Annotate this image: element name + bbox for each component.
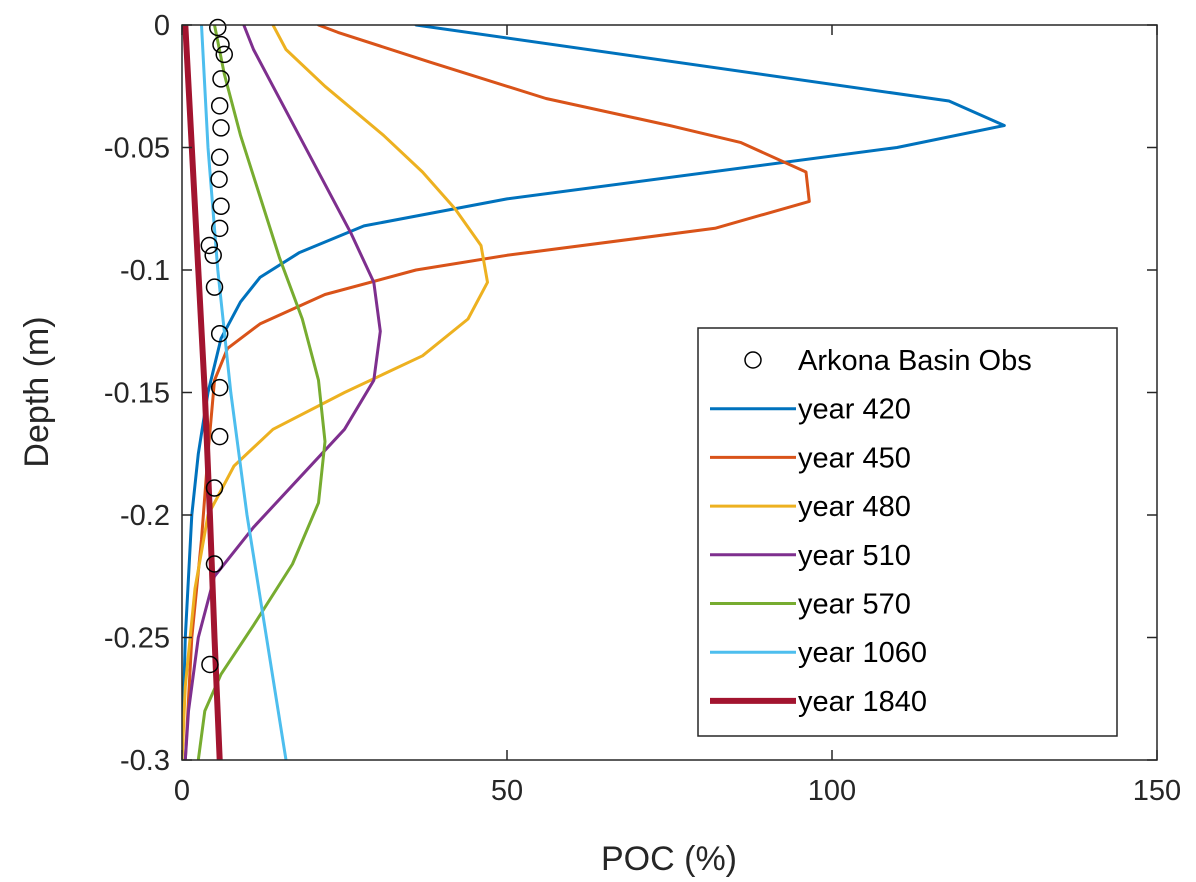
obs-point-14 — [210, 378, 229, 397]
y-tick-label-2: -0.1 — [120, 255, 170, 287]
obs-point-18 — [201, 655, 219, 674]
obs-point-4 — [210, 97, 229, 115]
legend-label-7: year 1840 — [798, 686, 927, 718]
legend-label-5: year 570 — [798, 589, 911, 621]
x-tick-label-3: 150 — [1133, 775, 1181, 807]
x-tick-label-2: 100 — [808, 775, 856, 807]
series-line-0 — [182, 25, 1006, 760]
obs-point-0 — [209, 18, 227, 37]
obs-point-16 — [205, 479, 224, 497]
obs-point-10 — [200, 236, 219, 255]
legend-label-3: year 480 — [798, 491, 911, 523]
legend-box — [697, 327, 1118, 737]
y-tick-label-1: -0.05 — [104, 133, 170, 165]
obs-point-1 — [212, 35, 230, 54]
legend-label-0: Arkona Basin Obs — [798, 345, 1032, 377]
x-tick-label-0: 0 — [174, 775, 190, 807]
series-line-2 — [182, 25, 489, 760]
x-tick-label-1: 50 — [491, 775, 523, 807]
series-line-3 — [183, 25, 382, 760]
y-tick-label-5: -0.25 — [104, 623, 170, 655]
obs-point-12 — [205, 278, 224, 296]
legend-marker-obs — [744, 351, 762, 369]
obs-point-17 — [205, 555, 224, 573]
obs-point-2 — [215, 45, 233, 64]
y-axis-label: Depth (m) — [18, 316, 56, 467]
y-tick-label-4: -0.2 — [120, 500, 170, 532]
obs-point-5 — [212, 119, 230, 137]
obs-point-9 — [210, 219, 229, 238]
y-tick-label-3: -0.15 — [104, 378, 170, 410]
legend-label-1: year 420 — [798, 394, 911, 426]
legend-label-4: year 510 — [798, 540, 911, 572]
y-tick-label-6: -0.3 — [120, 745, 170, 777]
x-axis-label: POC (%) — [601, 840, 737, 878]
obs-point-13 — [210, 324, 229, 343]
legend-label-6: year 1060 — [798, 637, 927, 669]
obs-point-3 — [212, 70, 230, 88]
series-line-4 — [196, 25, 327, 760]
obs-point-15 — [210, 427, 229, 446]
obs-point-8 — [212, 197, 230, 216]
series-line-5 — [200, 25, 288, 760]
legend: Arkona Basin Obs year 420 year 450 year 480… — [697, 327, 1118, 737]
legend-label-2: year 450 — [798, 442, 911, 474]
obs-point-7 — [210, 170, 228, 189]
obs-point-11 — [204, 246, 222, 265]
obs-point-6 — [210, 148, 229, 167]
y-tick-label-0: 0 — [154, 10, 170, 42]
tick-layer: 0 50 100 150 0 -0.05 -0.1 -0.15 -0.2 -0.25 -0.3 — [104, 10, 1181, 807]
observation-layer — [200, 18, 233, 674]
